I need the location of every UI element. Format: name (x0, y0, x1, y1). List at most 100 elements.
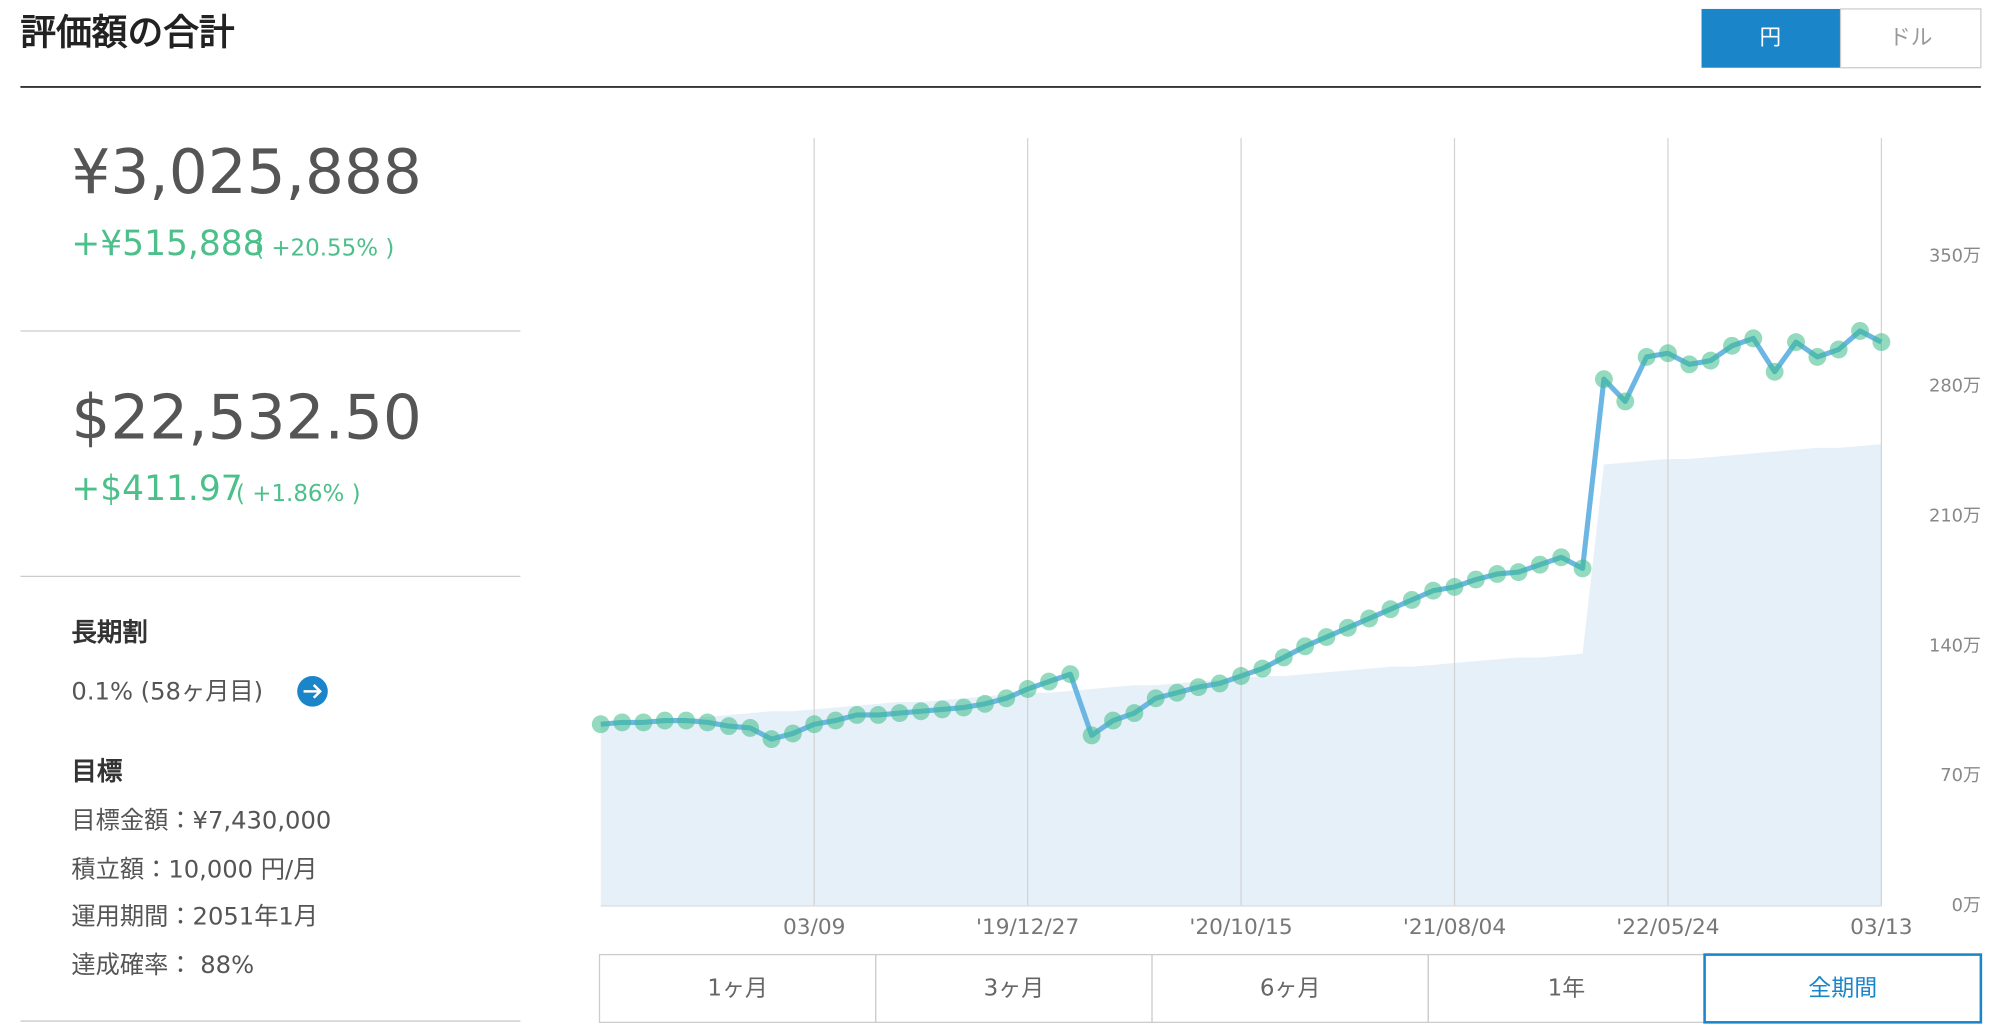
point-marker (677, 711, 696, 730)
point-marker (1765, 362, 1784, 381)
point-marker (1018, 680, 1037, 698)
period-buttons: 1ヶ月 3ヶ月 6ヶ月 1年 全期間 (598, 953, 1983, 1024)
point-marker (1381, 600, 1400, 619)
period-button[interactable] (1703, 953, 1983, 1024)
cost-area (600, 444, 1882, 907)
point-marker (1829, 340, 1848, 359)
point-marker (719, 717, 738, 736)
point-marker (1680, 355, 1699, 374)
point-marker (1616, 392, 1635, 411)
point-marker (591, 715, 610, 734)
point-marker (655, 711, 674, 730)
period-button[interactable] (598, 953, 877, 1023)
period-button[interactable] (1151, 953, 1429, 1023)
section-label: 長期割 (71, 618, 147, 648)
total-jpy: ¥3,025,888 (71, 137, 421, 208)
y-tick-label: 350万 (1929, 246, 1981, 267)
point-marker (1146, 689, 1165, 708)
y-tick-label: 210万 (1929, 505, 1981, 526)
point-marker (1317, 628, 1336, 646)
point-marker (1253, 659, 1272, 678)
point-marker (1594, 370, 1613, 389)
toggle-label[interactable]: ドル (1889, 25, 1932, 50)
goal-item: 目標金額：¥7,430,000 (71, 806, 331, 835)
point-marker (741, 719, 760, 737)
change-jpy: +¥515,888 (71, 224, 264, 264)
change-pct-usd: ( +1.86% ) (236, 481, 361, 507)
x-tick-label: '22/05/24 (1616, 915, 1719, 940)
change-pct-jpy: ( +20.55% ) (255, 236, 394, 262)
point-marker (1040, 672, 1058, 691)
point-marker (1851, 322, 1869, 340)
y-tick-label: 0万 (1952, 895, 1981, 916)
point-marker (634, 713, 653, 732)
point-marker (826, 711, 845, 730)
x-tick-label: '21/08/04 (1403, 915, 1506, 940)
y-tick-label: 280万 (1929, 376, 1981, 397)
point-marker (869, 706, 888, 724)
point-marker (1061, 665, 1080, 684)
info-arrow[interactable] (297, 676, 328, 707)
period-label[interactable]: 全期間 (1808, 976, 1877, 1002)
point-marker (1466, 570, 1485, 589)
period-label[interactable]: 1ヶ月 (707, 976, 768, 1002)
point-marker (1402, 590, 1421, 609)
point-marker (805, 715, 824, 734)
point-marker (911, 702, 930, 721)
point-marker (1552, 548, 1571, 567)
point-marker (1274, 648, 1293, 667)
point-marker (1296, 637, 1315, 656)
page-title: 評価額の合計 (20, 12, 234, 53)
toggle-yen[interactable] (1701, 8, 1841, 68)
goal-item: 運用期間：2051年1月 (71, 902, 318, 931)
point-marker (783, 724, 802, 743)
point-marker (1104, 711, 1122, 730)
point-marker (1530, 555, 1549, 574)
point-marker (1210, 674, 1229, 693)
period-button[interactable] (1427, 953, 1706, 1023)
point-marker (1168, 683, 1186, 702)
point-marker (1701, 351, 1720, 370)
section-label: 目標 (71, 757, 122, 787)
discount-value: 0.1% (58ヶ月目) (71, 677, 263, 706)
point-marker (933, 700, 952, 719)
toggle-label[interactable]: 円 (1760, 25, 1782, 50)
point-marker (1189, 678, 1208, 697)
point-marker (1082, 726, 1101, 745)
x-tick-label: 03/09 (783, 915, 845, 940)
point-marker (1488, 565, 1507, 583)
point-marker (1723, 336, 1741, 355)
point-marker (1360, 609, 1379, 628)
y-tick-label: 70万 (1940, 765, 1981, 786)
x-tick-label: '20/10/15 (1189, 915, 1292, 940)
point-marker (890, 704, 909, 723)
point-marker (976, 694, 994, 713)
point-marker (1424, 581, 1443, 600)
change-usd: +$411.97 (71, 469, 242, 509)
point-marker (1808, 347, 1827, 366)
toggle-dollar[interactable] (1839, 8, 1982, 69)
point-marker (1872, 333, 1891, 352)
chart: 03/09 '19/12/27 '20/10/15 '21/08/04 '22/05/2… (591, 138, 1981, 940)
period-label[interactable]: 1年 (1548, 976, 1586, 1002)
x-tick-label: '19/12/27 (976, 915, 1079, 940)
period-button[interactable] (875, 953, 1153, 1023)
point-marker (1445, 578, 1464, 596)
period-label[interactable]: 6ヶ月 (1260, 976, 1321, 1002)
x-tick-label: 03/13 (1850, 915, 1912, 940)
point-marker (1659, 344, 1677, 363)
period-label[interactable]: 3ヶ月 (984, 976, 1045, 1002)
point-marker (954, 698, 973, 717)
point-marker (762, 730, 781, 749)
y-tick-label: 140万 (1929, 635, 1981, 656)
total-usd: $22,532.50 (71, 382, 421, 453)
point-marker (1573, 559, 1592, 578)
point-marker (1744, 329, 1763, 348)
point-marker (1338, 618, 1357, 637)
goal-item: 達成確率： 88% (71, 950, 254, 979)
point-marker (1509, 563, 1528, 582)
point-marker (1637, 347, 1656, 366)
point-marker (1125, 704, 1144, 723)
